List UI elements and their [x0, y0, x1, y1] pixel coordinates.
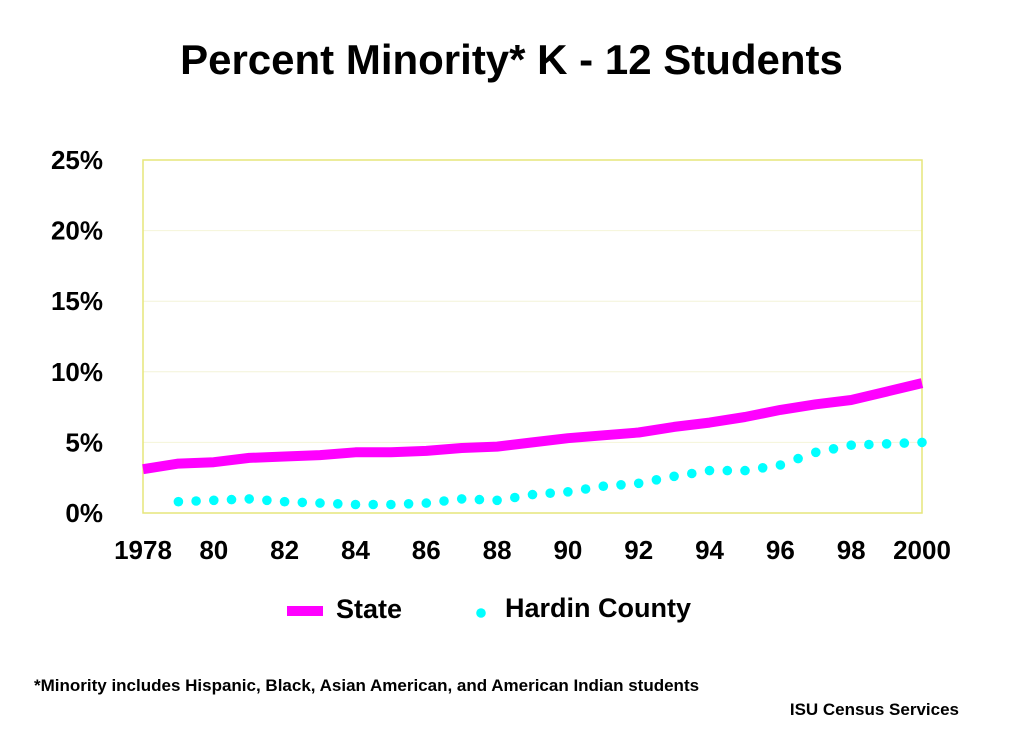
x-tick-label: 82: [270, 535, 299, 565]
chart-title: Percent Minority* K - 12 Students: [180, 36, 843, 83]
hardin-dot: [350, 499, 361, 510]
x-tick-label: 94: [695, 535, 724, 565]
hardin-dot: [722, 465, 733, 476]
legend-label-hardin: Hardin County: [505, 593, 691, 623]
hardin-dot: [811, 447, 821, 458]
hardin-dot: [315, 498, 325, 508]
legend: State Hardin County: [287, 593, 691, 624]
hardin-dot: [244, 494, 254, 504]
series-layer: [142, 378, 927, 510]
hardin-dot: [864, 439, 874, 450]
hardin-dot: [439, 496, 449, 506]
hardin-dot: [474, 494, 485, 505]
y-tick-label: 20%: [51, 216, 103, 246]
hardin-dot: [226, 494, 237, 505]
hardin-dot: [403, 499, 414, 509]
hardin-dot: [527, 489, 538, 500]
series-hardin-county: [173, 437, 927, 510]
hardin-dot: [917, 437, 927, 448]
x-tick-label: 92: [624, 535, 653, 565]
legend-label-state: State: [336, 594, 402, 624]
hardin-dot: [881, 439, 892, 449]
x-tick-label: 84: [341, 535, 370, 565]
hardin-dot: [757, 463, 768, 473]
hardin-dot: [828, 444, 839, 454]
hardin-dot: [421, 498, 432, 508]
x-tick-label: 1978: [114, 535, 172, 565]
plot-area: [142, 159, 923, 514]
gridlines: [143, 230, 922, 443]
y-tick-label: 15%: [51, 286, 103, 316]
x-tick-label: 86: [412, 535, 441, 565]
x-tick-label: 90: [553, 535, 582, 565]
hardin-dot: [704, 465, 715, 476]
legend-swatch-state: [287, 606, 323, 616]
hardin-dot: [545, 488, 555, 499]
hardin-dot: [262, 495, 272, 506]
x-tick-label: 80: [199, 535, 228, 565]
hardin-dot: [510, 492, 520, 503]
legend-swatch-hardin: [476, 608, 486, 618]
source-credit: ISU Census Services: [789, 700, 959, 719]
y-axis-ticks: 0% 5% 10% 15% 20% 25%: [51, 145, 103, 528]
footnote: *Minority includes Hispanic, Black, Asia…: [34, 676, 700, 695]
x-axis-ticks: 1978 80 82 84 86 88 90 92 94 96 98 2000: [114, 535, 951, 565]
hardin-dot: [333, 499, 343, 509]
y-tick-label: 25%: [51, 145, 103, 175]
y-tick-label: 0%: [65, 498, 103, 528]
hardin-dot: [492, 495, 502, 506]
hardin-dot: [616, 480, 626, 490]
hardin-dot: [598, 481, 609, 492]
hardin-dot: [651, 475, 662, 485]
hardin-dot: [368, 499, 379, 510]
hardin-dot: [209, 495, 219, 506]
x-tick-label: 98: [837, 535, 866, 565]
hardin-dot: [297, 497, 308, 508]
hardin-dot: [775, 460, 786, 470]
hardin-dot: [687, 468, 697, 479]
hardin-dot: [173, 496, 184, 507]
hardin-dot: [740, 465, 750, 476]
hardin-dot: [386, 499, 396, 510]
hardin-dot: [279, 496, 290, 507]
x-tick-label: 88: [483, 535, 512, 565]
x-tick-label: 2000: [893, 535, 951, 565]
y-tick-label: 10%: [51, 357, 103, 387]
hardin-dot: [846, 440, 856, 451]
y-tick-label: 5%: [65, 427, 103, 457]
hardin-dot: [633, 478, 644, 489]
x-tick-label: 96: [766, 535, 795, 565]
hardin-dot: [793, 453, 803, 464]
hardin-dot: [563, 487, 573, 497]
hardin-dot: [191, 496, 201, 506]
hardin-dot: [669, 471, 679, 482]
hardin-dot: [899, 438, 910, 448]
hardin-dot: [456, 494, 467, 504]
hardin-dot: [580, 484, 591, 494]
series-line-state: [142, 378, 924, 475]
